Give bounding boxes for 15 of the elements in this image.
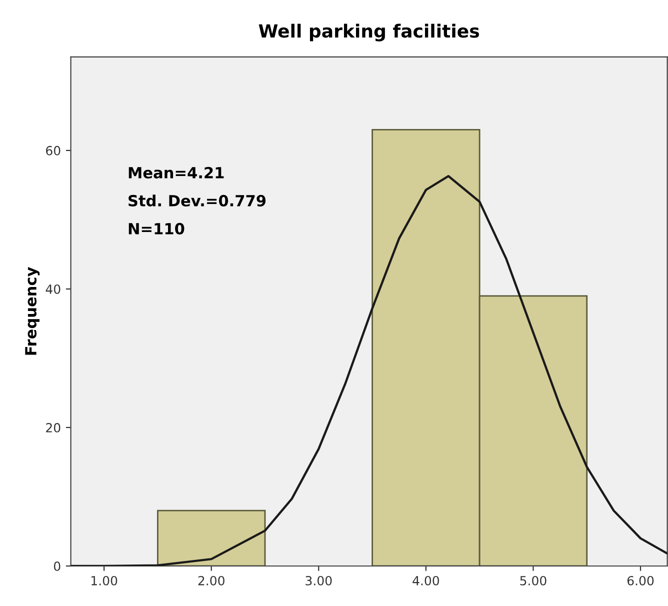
x-tick-label: 3.00 bbox=[306, 576, 332, 586]
x-tick-label: 5.00 bbox=[520, 576, 546, 586]
y-tick-label: 20 bbox=[46, 422, 60, 432]
x-tick-label: 6.00 bbox=[627, 576, 654, 586]
y-tick-label: 0 bbox=[54, 561, 60, 571]
y-axis-title: Frequency bbox=[25, 267, 40, 355]
x-tick-label: 2.00 bbox=[198, 576, 224, 586]
annotation: Std. Dev.=0.779 bbox=[128, 194, 266, 206]
x-tick-label: 1.00 bbox=[92, 576, 118, 586]
annotation: Mean=4.21 bbox=[128, 166, 224, 178]
annotation: N=110 bbox=[128, 222, 184, 234]
y-tick-label: 60 bbox=[46, 146, 60, 156]
chart-title: Well parking facilities bbox=[258, 24, 479, 42]
y-tick-label: 40 bbox=[46, 284, 60, 294]
x-tick-label: 4.00 bbox=[412, 576, 440, 586]
